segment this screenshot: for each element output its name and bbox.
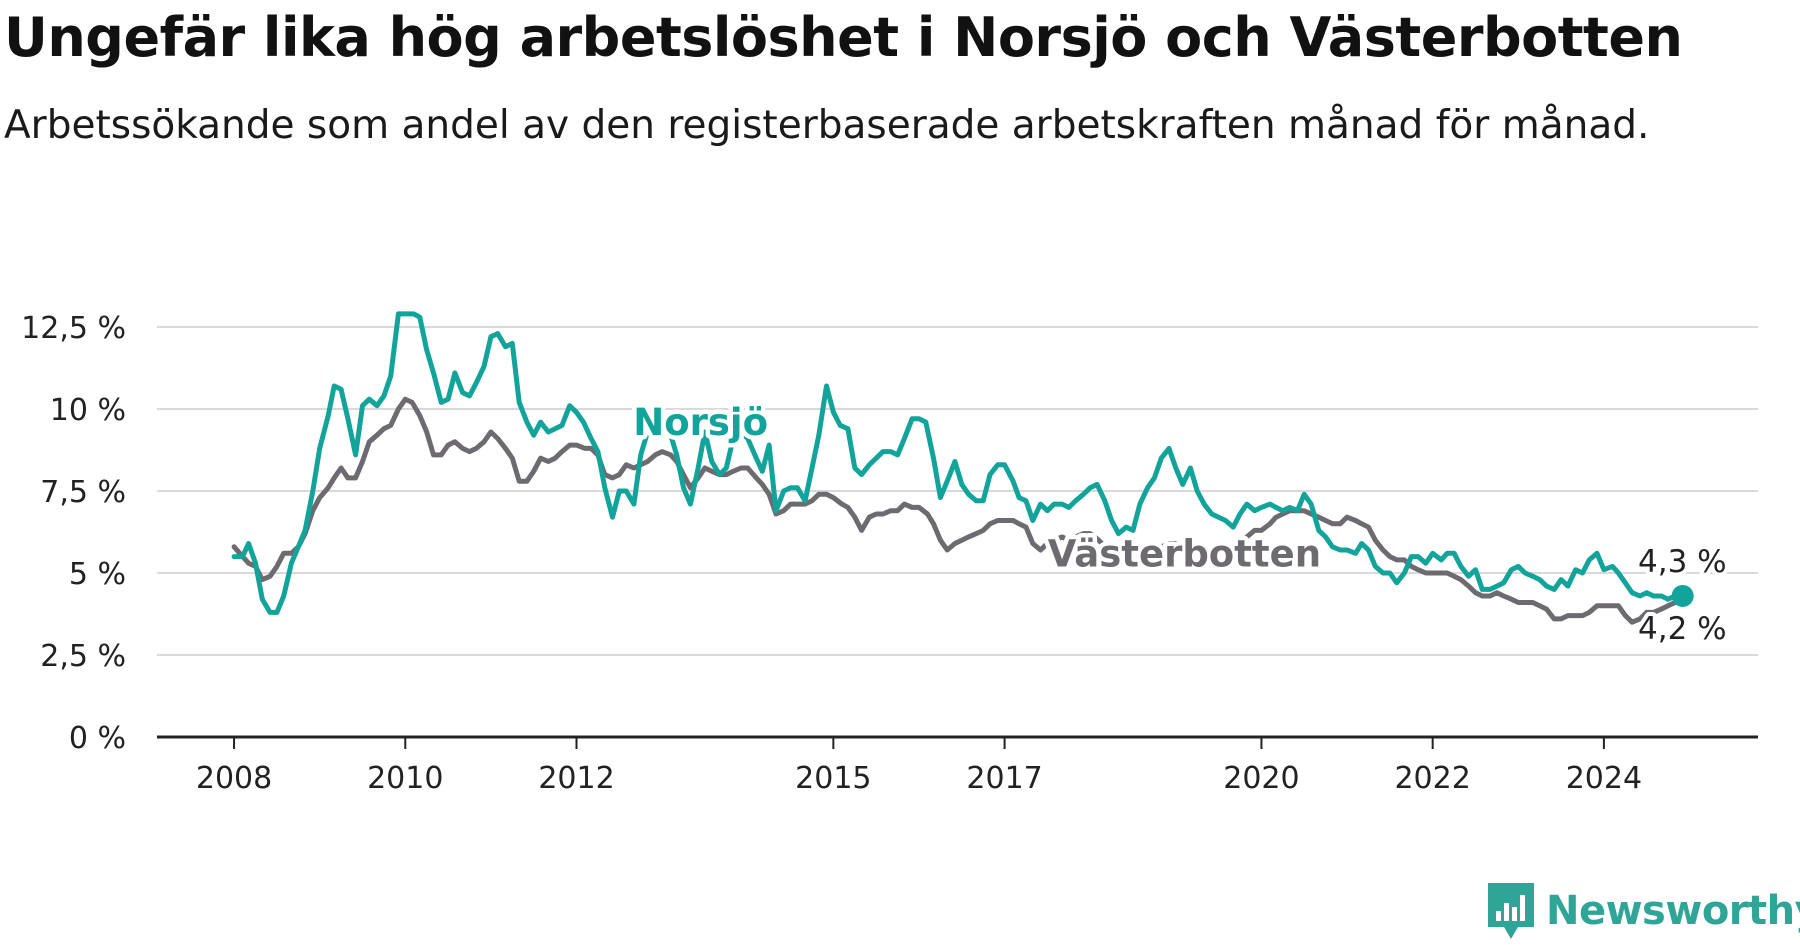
series-line-vasterbotten (231, 396, 1686, 625)
logo-text: Newsworthy (1546, 888, 1800, 934)
series-layer (231, 311, 1686, 625)
x-tick-label: 2010 (367, 761, 443, 796)
newsworthy-logo: Newsworthy (1488, 883, 1800, 939)
series-label-vasterbotten-halo: Västerbotten (1048, 532, 1321, 575)
x-tick-label: 2024 (1566, 761, 1642, 796)
series-label-norsjo-halo: Norsjö (633, 401, 768, 444)
series-line-norsjo (231, 311, 1686, 615)
bar-chart-speech-icon (1488, 883, 1534, 939)
series-label-norsjo: Norsjö (633, 401, 768, 444)
x-tick-label: 2015 (795, 761, 871, 796)
x-tick-label: 2022 (1394, 761, 1470, 796)
axis-layer: 0 % 2,5 % 5 % 7,5 % 10 % 12,5 % 2008 2010 2012 20… (21, 311, 1758, 796)
y-tick-label: 7,5 % (40, 475, 126, 510)
grid-layer (157, 326, 1758, 656)
y-tick-label: 2,5 % (40, 639, 126, 674)
chart-subtitle: Arbetssökande som andel av den registerb… (4, 103, 1650, 148)
end-label-norsjo-halo: 4,3 % (1638, 544, 1727, 580)
x-tick-label: 2020 (1223, 761, 1299, 796)
end-label-vasterbotten-halo: 4,2 % (1638, 611, 1727, 647)
x-tick-label: 2008 (196, 761, 272, 796)
x-tick-label: 2012 (538, 761, 614, 796)
series-label-vasterbotten: Västerbotten (1048, 532, 1321, 575)
y-tick-label: 0 % (69, 721, 126, 756)
x-tick-label: 2017 (966, 761, 1042, 796)
y-tick-label: 5 % (69, 557, 126, 592)
end-label-vasterbotten: 4,2 % (1638, 611, 1727, 647)
y-tick-label: 10 % (50, 393, 126, 428)
end-label-norsjo: 4,3 % (1638, 544, 1727, 580)
chart-title: Ungefär lika hög arbetslöshet i Norsjö o… (4, 6, 1683, 69)
end-point-marker (1671, 584, 1694, 607)
y-tick-label: 12,5 % (21, 311, 126, 346)
